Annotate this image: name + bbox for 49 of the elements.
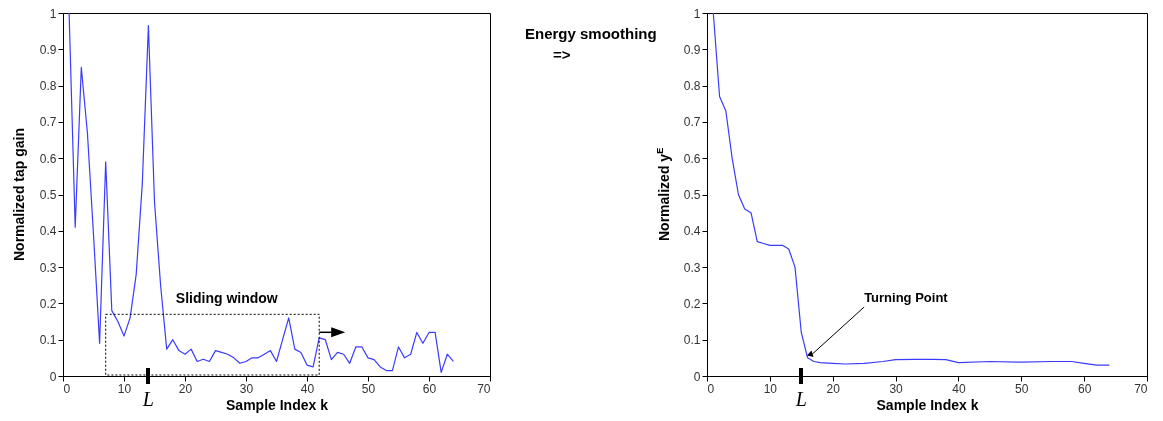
y-tick-label: 0	[49, 369, 57, 384]
y-tick-label: 0.5	[683, 188, 701, 202]
y-tick-label: 1	[49, 6, 57, 21]
y-tick-label: 0.8	[39, 79, 57, 94]
x-axis-title: Sample Index k	[876, 396, 979, 413]
y-tick-label: 0.4	[39, 224, 57, 239]
y-tick-label: 0.3	[39, 260, 57, 275]
y-tick-label: 0.1	[683, 333, 701, 348]
line-series	[68, 12, 454, 373]
x-tick-label: 20	[178, 381, 193, 396]
y-tick-label: 1	[693, 6, 701, 21]
text: L	[795, 388, 807, 411]
text: Energy smoothing	[525, 25, 657, 42]
x-axis-title: Sample Index k	[226, 396, 329, 413]
x-tick-label: 20	[826, 381, 841, 396]
y-tick-label: 0.9	[683, 42, 701, 57]
x-tick-label: 10	[763, 381, 778, 396]
y-tick-label: 0.4	[683, 224, 701, 239]
y-tick-label: 0.2	[683, 296, 701, 311]
x-tick-label: 70	[477, 381, 491, 396]
y-tick-label: 0.9	[39, 42, 57, 57]
y-tick-label: 0.7	[39, 115, 57, 130]
x-tick-label: 40	[952, 381, 966, 396]
x-tick-label: 50	[361, 381, 376, 396]
annotation: Sliding window	[175, 290, 278, 307]
x-tick-label: 60	[422, 381, 437, 396]
y-tick-label: 0.6	[39, 151, 57, 166]
x-tick-label: 30	[889, 381, 904, 396]
x-tick-label: 60	[1077, 381, 1092, 396]
y-tick-label: 0.6	[683, 151, 701, 166]
y-tick-label: 0.7	[683, 115, 701, 130]
y-tick-label: 0.5	[39, 188, 57, 202]
y-tick-label: 0.3	[683, 260, 701, 275]
x-tick-label: 0	[63, 381, 71, 396]
y-axis-title: Normalized tap gain	[11, 127, 27, 262]
x-tick-label: 40	[300, 381, 315, 396]
y-tick-label: 0.2	[39, 296, 57, 311]
x-tick-label: 50	[1015, 381, 1029, 396]
annotation: Turning Point	[864, 290, 949, 306]
x-tick-label: 0	[707, 381, 715, 396]
y-tick-label: 0.1	[39, 333, 57, 348]
x-tick-label: 30	[239, 381, 254, 396]
x-tick-label: 10	[117, 381, 132, 396]
text: =>	[553, 46, 571, 63]
text: L	[142, 388, 154, 411]
y-tick-label: 0	[693, 369, 701, 384]
x-tick-label: 70	[1134, 381, 1148, 396]
line-series	[712, 12, 1110, 366]
y-tick-label: 0.8	[683, 79, 701, 94]
